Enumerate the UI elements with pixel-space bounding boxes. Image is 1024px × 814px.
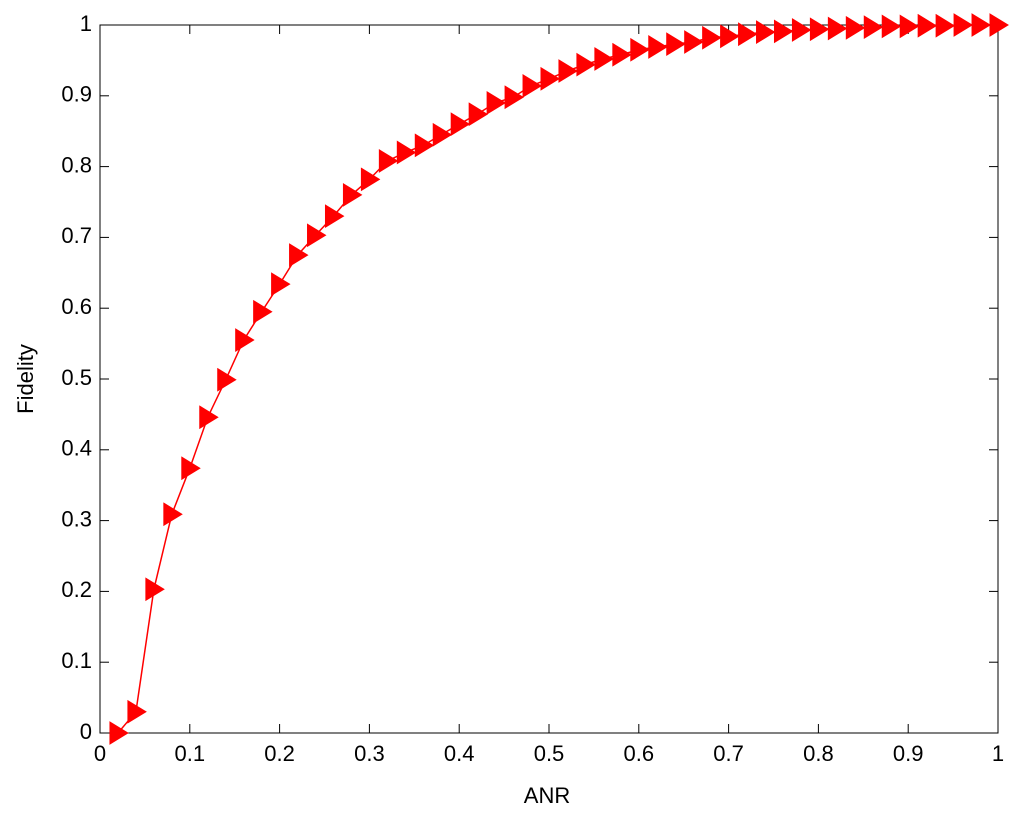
- y-tick-label: 0.9: [61, 82, 92, 107]
- x-tick-label: 0.4: [444, 741, 475, 766]
- marker: [414, 133, 435, 158]
- marker: [558, 59, 578, 83]
- x-tick-label: 0.9: [893, 741, 924, 766]
- x-tick-label: 0.3: [354, 741, 385, 766]
- marker: [720, 24, 740, 49]
- marker: [630, 37, 650, 62]
- marker: [917, 13, 938, 38]
- marker: [935, 13, 956, 38]
- marker: [145, 577, 165, 602]
- y-tick-label: 1: [80, 11, 92, 36]
- marker: [235, 328, 255, 352]
- marker: [773, 19, 794, 44]
- y-tick-label: 0.6: [61, 294, 92, 319]
- marker: [307, 223, 327, 248]
- marker: [378, 149, 399, 173]
- marker: [827, 16, 848, 41]
- marker: [899, 14, 920, 39]
- marker: [845, 15, 866, 40]
- marker: [953, 13, 974, 37]
- marker: [271, 272, 291, 297]
- marker: [127, 699, 147, 724]
- marker: [181, 456, 201, 481]
- marker: [396, 140, 417, 165]
- marker: [109, 721, 129, 745]
- x-tick-label: 0.1: [175, 741, 206, 766]
- y-tick-label: 0.8: [61, 152, 92, 177]
- marker: [468, 102, 489, 127]
- marker: [863, 15, 884, 40]
- marker: [199, 405, 219, 430]
- x-tick-label: 0.7: [713, 741, 744, 766]
- marker: [432, 122, 453, 147]
- marker: [360, 167, 381, 192]
- y-tick-label: 0: [80, 719, 92, 744]
- marker: [738, 22, 758, 47]
- x-tick-label: 1: [992, 741, 1004, 766]
- marker: [791, 18, 812, 42]
- x-tick-label: 0: [94, 741, 106, 766]
- marker: [666, 32, 686, 57]
- y-tick-label: 0.4: [61, 436, 92, 461]
- marker: [702, 25, 722, 50]
- y-tick-label: 0.2: [61, 577, 92, 602]
- marker: [163, 502, 183, 527]
- marker: [486, 90, 507, 115]
- marker: [576, 52, 596, 77]
- marker: [612, 42, 632, 67]
- marker: [289, 243, 309, 267]
- marker: [342, 183, 363, 207]
- marker: [594, 47, 614, 71]
- x-tick-label: 0.2: [264, 741, 295, 766]
- y-tick-label: 0.7: [61, 223, 92, 248]
- marker: [971, 13, 991, 37]
- y-tick-label: 0.5: [61, 365, 92, 390]
- plot-area: [99, 24, 999, 734]
- marker: [684, 30, 704, 54]
- x-tick-label: 0.8: [803, 741, 834, 766]
- marker: [324, 204, 345, 229]
- marker: [253, 299, 273, 324]
- marker: [540, 66, 560, 91]
- y-tick-label: 0.1: [61, 648, 92, 673]
- marker: [756, 20, 776, 44]
- marker: [989, 13, 1009, 37]
- marker: [809, 17, 830, 42]
- marker: [522, 73, 542, 98]
- y-axis-label: Fidelity: [13, 344, 38, 414]
- marker: [504, 85, 525, 110]
- x-tick-label: 0.5: [534, 741, 565, 766]
- marker: [217, 367, 237, 392]
- y-tick-label: 0.3: [61, 506, 92, 531]
- marker: [648, 35, 668, 59]
- marker: [881, 14, 902, 39]
- marker: [450, 112, 471, 137]
- x-tick-label: 0.6: [624, 741, 655, 766]
- x-axis-label: ANR: [524, 783, 570, 808]
